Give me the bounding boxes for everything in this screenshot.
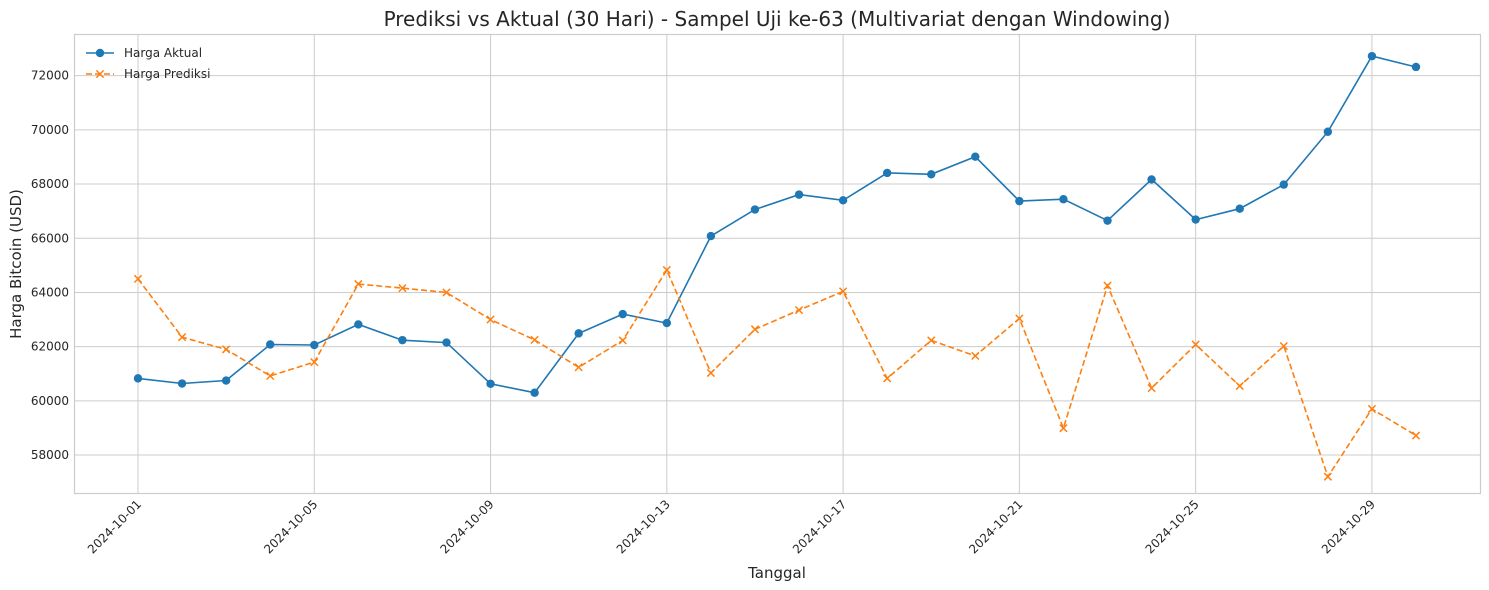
series-1 [133, 51, 1421, 397]
data-point [618, 336, 627, 345]
data-point [794, 190, 804, 199]
data-point [442, 338, 451, 347]
data-point [177, 333, 187, 342]
data-point [310, 357, 319, 367]
data-point [971, 351, 980, 361]
y-tick-label: 62000 [31, 340, 69, 354]
data-point [486, 315, 495, 324]
legend-label: Harga Aktual [124, 46, 202, 60]
data-point [354, 279, 363, 289]
data-point [1279, 180, 1288, 189]
legend-marker [95, 48, 105, 58]
data-point [927, 170, 936, 179]
data-point [1367, 51, 1377, 61]
data-point [838, 196, 848, 205]
y-tick-label: 64000 [31, 285, 69, 299]
data-point [133, 274, 143, 284]
x-tick-label: 2024-10-01 [85, 497, 144, 556]
data-point [530, 388, 539, 397]
data-point [398, 335, 407, 345]
data-point [750, 205, 760, 214]
data-point [838, 287, 848, 296]
data-point [486, 379, 495, 388]
y-axis-label: Harga Bitcoin (USD) [7, 189, 25, 339]
y-tick-label: 72000 [31, 69, 69, 83]
legend-label: Harga Prediksi [124, 67, 210, 81]
data-point [1191, 215, 1200, 224]
data-point [177, 379, 187, 388]
data-point [221, 376, 231, 385]
legend-item: Harga Aktual [86, 46, 202, 60]
data-point [706, 368, 716, 378]
series-2 [133, 265, 1421, 481]
x-tick-label: 2024-10-05 [261, 497, 320, 556]
data-point [662, 318, 672, 328]
data-point [442, 288, 451, 297]
data-point [398, 283, 407, 293]
data-point [266, 371, 275, 381]
data-point [882, 168, 892, 178]
data-point [1103, 216, 1112, 225]
x-tick-label: 2024-10-09 [437, 497, 496, 556]
y-tick-label: 70000 [31, 123, 69, 137]
data-point [1411, 62, 1421, 72]
data-point [1059, 195, 1068, 204]
x-tick-label: 2024-10-17 [790, 497, 849, 556]
data-point [1279, 341, 1288, 351]
data-point [1323, 472, 1332, 481]
data-point [354, 320, 363, 329]
data-point [1411, 431, 1421, 440]
data-point [1147, 383, 1156, 393]
data-point [1015, 314, 1024, 323]
data-point [1235, 381, 1244, 391]
series-layer [133, 51, 1421, 481]
data-point [222, 345, 231, 354]
y-tick-label: 60000 [31, 394, 69, 408]
data-point [1103, 281, 1112, 290]
data-point [927, 336, 936, 345]
grid-layer [75, 35, 1480, 493]
data-point [618, 309, 627, 319]
data-point [1147, 175, 1156, 184]
series-line [137, 268, 1417, 479]
data-point [530, 335, 539, 345]
plot-frame [73, 33, 1482, 495]
data-point [750, 325, 760, 334]
chart-title: Prediksi vs Aktual (30 Hari) - Sampel Uj… [384, 7, 1171, 31]
data-point [1235, 204, 1244, 213]
data-point [574, 329, 583, 338]
data-point [883, 374, 892, 383]
y-tick-label: 66000 [31, 231, 69, 245]
legend-item: Harga Prediksi [86, 67, 210, 81]
y-tick-labels: 58000 60000 62000 64000 66000 68000 70000 72000 [31, 69, 69, 462]
data-point [1367, 404, 1377, 414]
series-line [137, 55, 1417, 394]
x-tick-label: 2024-10-21 [966, 497, 1025, 556]
data-point [662, 265, 671, 275]
x-axis-label: Tanggal [747, 564, 806, 582]
data-point [1191, 340, 1200, 349]
x-tick-labels: 2024-10-01 2024-10-05 2024-10-09 2024-10-13… [85, 497, 1378, 556]
data-point [706, 231, 716, 241]
data-point [133, 374, 143, 383]
legend-marker [95, 69, 105, 79]
data-point [1323, 127, 1333, 136]
data-point [1015, 196, 1024, 206]
x-tick-label: 2024-10-29 [1319, 497, 1378, 556]
data-point [1059, 424, 1068, 433]
data-point [574, 363, 583, 372]
x-tick-label: 2024-10-25 [1143, 497, 1202, 556]
data-point [794, 305, 804, 315]
data-point [266, 340, 275, 349]
y-tick-label: 68000 [31, 177, 69, 191]
legend: Harga Aktual Harga Prediksi [86, 46, 210, 81]
data-point [971, 152, 980, 161]
y-tick-label: 58000 [31, 448, 69, 462]
x-tick-label: 2024-10-13 [614, 497, 673, 556]
data-point [310, 340, 319, 350]
